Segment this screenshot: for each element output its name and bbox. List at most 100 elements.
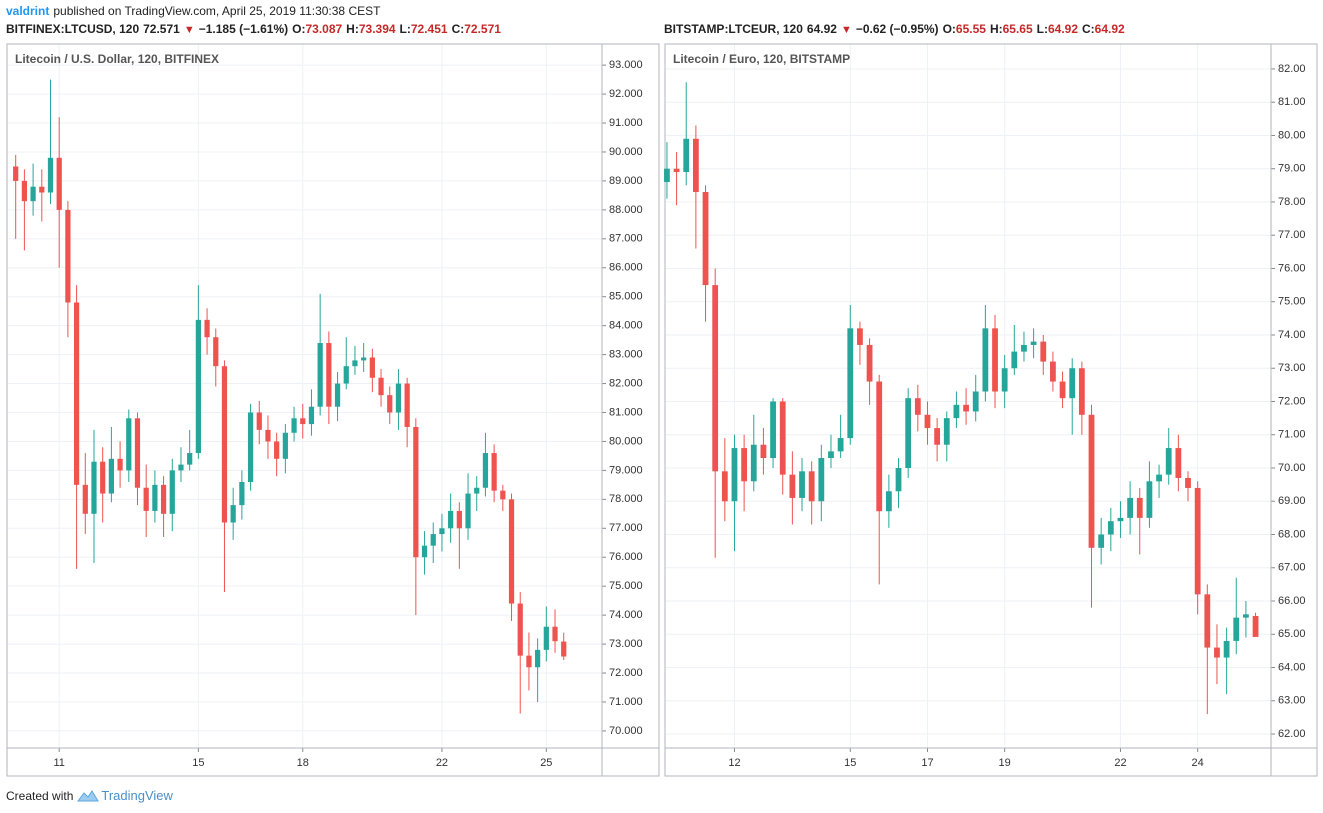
ohlc-value: 64.92: [1047, 22, 1078, 36]
y-tick-label: 79.000: [609, 464, 643, 476]
candle-body: [334, 383, 341, 407]
y-tick-label: 75.000: [609, 580, 643, 592]
candle-body: [395, 383, 402, 413]
ohlc-label: H:: [346, 22, 359, 36]
candle-body: [21, 180, 28, 202]
candle-body: [1059, 381, 1066, 399]
ohlc-value: 72.571: [464, 22, 501, 36]
candle-body: [1117, 517, 1124, 522]
footer: Created with TradingView: [6, 788, 177, 803]
candle-body: [187, 453, 193, 465]
y-tick-label: 91.000: [609, 117, 643, 129]
candle-body: [1011, 351, 1018, 369]
candle-body: [117, 458, 123, 471]
ohlc-label: C:: [451, 22, 465, 36]
y-tick-label: 86.000: [609, 262, 643, 274]
candle-body: [456, 510, 462, 529]
author[interactable]: valdrint: [6, 4, 50, 18]
candle-body: [876, 381, 883, 512]
last-price: 72.571: [143, 22, 180, 36]
y-tick-label: 75.00: [1278, 296, 1306, 308]
candle-body: [448, 510, 454, 529]
candle-body: [1069, 368, 1076, 399]
candle-body: [134, 418, 141, 488]
candle-body: [404, 383, 410, 427]
candle-body: [421, 545, 428, 558]
x-tick-label: 15: [844, 757, 856, 769]
candle-body: [282, 432, 288, 459]
x-tick-label: 22: [1114, 757, 1126, 769]
candle-body: [1146, 481, 1153, 518]
candle-body: [895, 467, 902, 492]
candle-body: [178, 464, 184, 471]
candle-body: [837, 438, 844, 452]
y-tick-label: 71.00: [1278, 429, 1306, 441]
y-tick-label: 73.00: [1278, 362, 1306, 374]
y-tick-label: 72.000: [609, 667, 643, 679]
change-arrow: ▼: [183, 24, 195, 36]
candle-body: [352, 360, 358, 367]
candle-body: [73, 302, 80, 485]
y-tick-label: 76.000: [609, 551, 643, 563]
header: valdrint published on TradingView.com, Ap…: [6, 4, 384, 18]
ohlc-label: L:: [1036, 22, 1048, 36]
candle-body: [508, 499, 515, 604]
candle-body: [799, 471, 805, 498]
frame: [6, 43, 660, 777]
candle-body: [808, 471, 815, 502]
candle-body: [741, 448, 748, 482]
candle-body: [387, 395, 393, 413]
brand[interactable]: TradingView: [101, 788, 173, 803]
candle-body: [953, 404, 960, 419]
candle-body: [1233, 617, 1240, 641]
candle-body: [1214, 647, 1220, 658]
candle-body: [274, 441, 280, 459]
y-tick-label: 78.000: [609, 493, 643, 505]
change: −1.185 (−1.61%): [198, 22, 289, 36]
candle-body: [1252, 615, 1259, 637]
candle-body: [779, 401, 786, 475]
candle-body: [561, 641, 567, 657]
y-tick-label: 72.00: [1278, 395, 1306, 407]
x-tick-label: 12: [728, 757, 740, 769]
y-tick-label: 81.000: [609, 406, 643, 418]
x-tick-label: 22: [436, 757, 448, 769]
candle-body: [1050, 361, 1056, 382]
y-tick-label: 64.00: [1278, 661, 1306, 673]
candle-body: [430, 534, 436, 546]
symbol: BITFINEX:LTCUSD, 120: [6, 22, 140, 36]
candle-body: [1194, 487, 1201, 595]
candle-body: [526, 655, 532, 668]
candle-body: [169, 470, 175, 514]
x-tick-label: 25: [540, 757, 552, 769]
candle-body: [47, 157, 54, 193]
y-tick-label: 82.000: [609, 377, 643, 389]
candle-body: [378, 377, 384, 396]
candle-body: [1107, 521, 1114, 535]
candle-body: [491, 453, 497, 491]
ohlc-label: H:: [989, 22, 1003, 36]
candle-body: [702, 191, 709, 286]
y-tick-label: 69.00: [1278, 495, 1306, 507]
y-tick-label: 88.000: [609, 204, 643, 216]
y-tick-label: 74.000: [609, 609, 643, 621]
ohlc-value: 65.65: [1002, 22, 1033, 36]
candle-body: [543, 626, 549, 650]
last-price: 64.92: [806, 22, 837, 36]
candle-body: [1098, 534, 1105, 548]
candle-body: [1088, 414, 1095, 548]
candle-body: [1204, 594, 1211, 648]
x-tick-label: 24: [1192, 757, 1204, 769]
ohlc-value: 73.394: [358, 22, 396, 36]
candle-body: [721, 471, 728, 502]
x-tick-label: 19: [999, 757, 1011, 769]
candle-body: [673, 168, 680, 173]
y-tick-label: 76.00: [1278, 262, 1306, 274]
chart-title: Litecoin / U.S. Dollar, 120, BITFINEX: [15, 52, 219, 66]
candle-body: [1165, 448, 1172, 475]
candle-body: [500, 490, 506, 500]
candle-body: [1136, 497, 1143, 518]
y-tick-label: 90.000: [609, 146, 643, 158]
candle-body: [552, 626, 558, 642]
candle-body: [517, 603, 523, 656]
